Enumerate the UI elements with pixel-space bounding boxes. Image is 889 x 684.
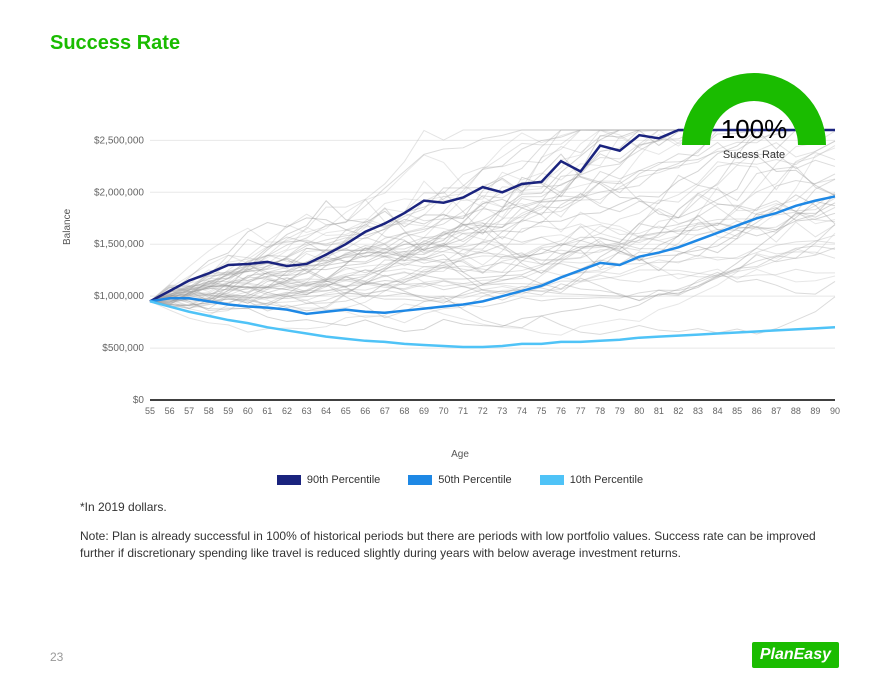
svg-text:68: 68 xyxy=(399,406,409,416)
success-gauge: 100% Sucess Rate xyxy=(679,70,829,161)
svg-text:73: 73 xyxy=(497,406,507,416)
svg-text:56: 56 xyxy=(165,406,175,416)
svg-text:65: 65 xyxy=(341,406,351,416)
svg-text:$2,000,000: $2,000,000 xyxy=(94,187,144,198)
svg-text:86: 86 xyxy=(752,406,762,416)
svg-text:60: 60 xyxy=(243,406,253,416)
svg-text:79: 79 xyxy=(615,406,625,416)
svg-text:59: 59 xyxy=(223,406,233,416)
svg-text:61: 61 xyxy=(262,406,272,416)
svg-text:55: 55 xyxy=(145,406,155,416)
svg-text:84: 84 xyxy=(713,406,723,416)
svg-text:58: 58 xyxy=(204,406,214,416)
svg-text:70: 70 xyxy=(439,406,449,416)
svg-text:87: 87 xyxy=(771,406,781,416)
svg-text:83: 83 xyxy=(693,406,703,416)
legend-item: 10th Percentile xyxy=(540,474,643,486)
svg-text:66: 66 xyxy=(360,406,370,416)
chart-svg: $0 $500,000 $1,000,000 $1,500,000 $2,000,000… xyxy=(80,125,840,445)
legend-label: 90th Percentile xyxy=(307,474,380,486)
gauge-label: Sucess Rate xyxy=(679,149,829,161)
page-title: Success Rate xyxy=(50,32,839,55)
x-axis-label: Age xyxy=(80,449,840,460)
legend: 90th Percentile 50th Percentile 10th Perce… xyxy=(80,474,840,486)
legend-label: 50th Percentile xyxy=(438,474,511,486)
svg-text:90: 90 xyxy=(830,406,840,416)
svg-text:63: 63 xyxy=(302,406,312,416)
footnote: *In 2019 dollars. xyxy=(80,500,839,514)
page-number: 23 xyxy=(50,650,63,664)
svg-text:64: 64 xyxy=(321,406,331,416)
svg-text:75: 75 xyxy=(536,406,546,416)
svg-text:71: 71 xyxy=(458,406,468,416)
svg-text:69: 69 xyxy=(419,406,429,416)
legend-swatch xyxy=(408,475,432,485)
note-text: Note: Plan is already successful in 100%… xyxy=(80,528,839,562)
svg-text:$1,000,000: $1,000,000 xyxy=(94,291,144,302)
svg-text:88: 88 xyxy=(791,406,801,416)
svg-text:57: 57 xyxy=(184,406,194,416)
svg-text:$500,000: $500,000 xyxy=(102,343,144,354)
svg-text:81: 81 xyxy=(654,406,664,416)
svg-text:76: 76 xyxy=(556,406,566,416)
svg-text:72: 72 xyxy=(478,406,488,416)
svg-text:80: 80 xyxy=(634,406,644,416)
brand-logo: PlanEasy xyxy=(752,642,839,668)
svg-text:78: 78 xyxy=(595,406,605,416)
svg-text:$0: $0 xyxy=(133,395,145,406)
legend-label: 10th Percentile xyxy=(570,474,643,486)
svg-text:$1,500,000: $1,500,000 xyxy=(94,239,144,250)
y-axis-label: Balance xyxy=(62,209,73,245)
legend-swatch xyxy=(540,475,564,485)
balance-chart: Balance $0$500,000$1,000,000$1,500,000$2… xyxy=(80,125,840,486)
svg-text:85: 85 xyxy=(732,406,742,416)
legend-item: 50th Percentile xyxy=(408,474,511,486)
svg-text:82: 82 xyxy=(673,406,683,416)
legend-swatch xyxy=(277,475,301,485)
svg-text:$2,500,000: $2,500,000 xyxy=(94,135,144,146)
legend-item: 90th Percentile xyxy=(277,474,380,486)
svg-text:74: 74 xyxy=(517,406,527,416)
svg-text:89: 89 xyxy=(810,406,820,416)
svg-text:67: 67 xyxy=(380,406,390,416)
svg-text:62: 62 xyxy=(282,406,292,416)
svg-text:77: 77 xyxy=(576,406,586,416)
gauge-value: 100% xyxy=(679,114,829,145)
